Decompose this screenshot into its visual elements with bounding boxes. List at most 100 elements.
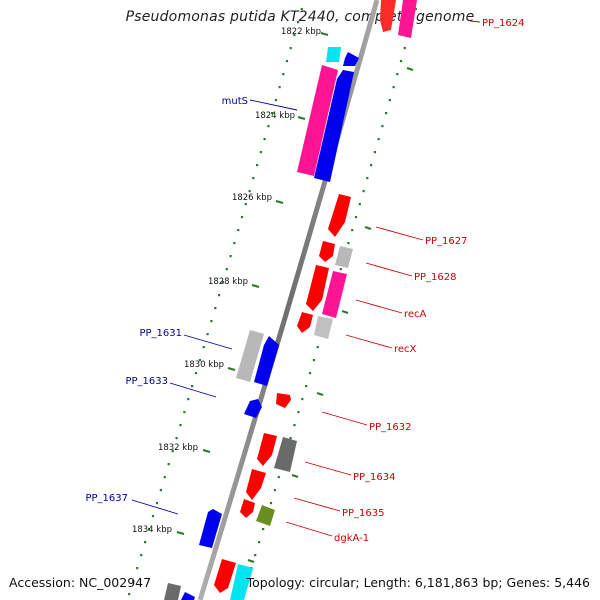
outer-ruler-dot-41 xyxy=(258,541,261,544)
tick-1832 xyxy=(202,448,211,454)
outer-ruler-dot-10 xyxy=(377,138,380,141)
gene-olive-dgkA[interactable] xyxy=(256,505,275,526)
gene-red-1628a[interactable] xyxy=(319,241,335,262)
outer-ruler-dot-31 xyxy=(297,411,300,414)
outer-ruler-dot-6 xyxy=(392,86,395,89)
leader-PP_1624 xyxy=(469,20,481,23)
outer-ruler-dot-9 xyxy=(381,125,384,128)
gene-label-dgkA-1: dgkA-1 xyxy=(334,533,369,544)
inner-ruler-dot-42 xyxy=(140,554,143,557)
gene-gray-recX[interactable] xyxy=(314,316,333,339)
tick-outer-e xyxy=(291,473,299,479)
tick-outer-f xyxy=(247,558,255,564)
inner-ruler-dot-36 xyxy=(163,476,166,479)
outer-ruler-dot-8 xyxy=(385,112,388,115)
inner-ruler-dot-41 xyxy=(144,541,147,544)
inner-ruler-dot-35 xyxy=(167,463,170,466)
inner-ruler-dot-31 xyxy=(183,411,186,414)
outer-ruler-dot-14 xyxy=(362,190,365,193)
gene-darkgray-1634[interactable] xyxy=(274,437,297,472)
gene-pink-1624[interactable] xyxy=(398,0,417,38)
gene-gray-bottom[interactable] xyxy=(164,583,181,600)
outer-ruler-dot-30 xyxy=(301,398,304,401)
gene-label-PP_1637: PP_1637 xyxy=(85,493,128,504)
scale-label-1830: 1830 kbp xyxy=(184,360,224,370)
outer-ruler-dot-28 xyxy=(308,372,312,375)
outer-ruler-dot-0 xyxy=(414,8,417,11)
gene-cyan-bottom[interactable] xyxy=(230,564,253,600)
scale-label-1826: 1826 kbp xyxy=(232,193,272,203)
label-leaders xyxy=(131,20,481,537)
inner-ruler-dot-5 xyxy=(282,73,285,76)
gene-pink-mutS-partner[interactable] xyxy=(297,65,338,176)
inner-ruler-dot-24 xyxy=(210,320,213,323)
inner-ruler-dot-32 xyxy=(179,424,182,427)
outer-ruler-dot-3 xyxy=(403,47,406,50)
gene-label-PP_1624: PP_1624 xyxy=(482,18,525,29)
gene-blue-1623[interactable] xyxy=(343,52,359,66)
genome-summary-text: Topology: circular; Length: 6,181,863 bp… xyxy=(246,575,590,590)
gene-label-PP_1632: PP_1632 xyxy=(369,422,412,433)
inner-ruler-dot-28 xyxy=(194,372,198,375)
inner-ruler-dot-19 xyxy=(229,255,232,258)
gene-blue-1633[interactable] xyxy=(244,399,262,418)
genome-backbone xyxy=(197,0,380,600)
gene-red-1635[interactable] xyxy=(246,469,266,500)
tick-1822 xyxy=(320,31,329,37)
tick-1826 xyxy=(275,199,284,205)
inner-ruler-dot-34 xyxy=(171,450,174,453)
leader-PP_1631 xyxy=(183,334,233,350)
inner-ruler-dot-23 xyxy=(214,307,217,310)
outer-ruler-dot-40 xyxy=(262,528,265,531)
gene-red-recA[interactable] xyxy=(306,265,329,311)
outer-ruler-dot-13 xyxy=(366,177,369,180)
gene-label-PP_1635: PP_1635 xyxy=(342,508,385,519)
inner-ruler-dot-33 xyxy=(175,437,178,440)
outer-ruler-dot-4 xyxy=(399,60,403,63)
outer-ruler-dot-42 xyxy=(254,554,257,557)
inner-ruler-dot-16 xyxy=(240,216,244,219)
gene-red-1624[interactable] xyxy=(380,0,396,32)
inner-ruler-dot-4 xyxy=(285,60,289,63)
gene-red-bottom[interactable] xyxy=(214,559,236,593)
outer-ruler-dot-20 xyxy=(339,268,342,271)
outer-ruler-dot-27 xyxy=(312,359,315,362)
gene-label-recA: recA xyxy=(404,309,427,320)
gene-blue-mutS[interactable] xyxy=(314,70,354,182)
gene-red-dgkA[interactable] xyxy=(240,499,255,518)
inner-ruler-dot-15 xyxy=(244,203,247,206)
gene-label-PP_1633: PP_1633 xyxy=(125,376,168,387)
inner-ruler-dot-11 xyxy=(259,151,262,154)
inner-ruler-dot-13 xyxy=(252,177,255,180)
gene-blue-1631[interactable] xyxy=(254,336,279,386)
leader-PP_1627 xyxy=(375,226,424,241)
outer-ruler-dot-11 xyxy=(373,151,376,154)
gene-label-mutS: mutS xyxy=(222,96,248,107)
inner-ruler-dot-29 xyxy=(191,385,194,388)
gene-blue-bottom[interactable] xyxy=(181,592,195,600)
gene-blue-1637[interactable] xyxy=(199,509,222,548)
leader-PP_1635 xyxy=(293,497,341,512)
outer-ruler-dot-33 xyxy=(289,437,292,440)
inner-ruler-dot-45 xyxy=(128,593,131,596)
gene-gray-1628[interactable] xyxy=(335,246,353,268)
gene-cyan-1622[interactable] xyxy=(326,47,341,62)
inner-ruler-dot-43 xyxy=(136,567,139,570)
tick-1828 xyxy=(251,283,260,289)
gene-red-1632[interactable] xyxy=(276,393,291,408)
outer-ruler-dot-12 xyxy=(370,164,373,167)
gene-gray-1631[interactable] xyxy=(236,330,264,382)
inner-ruler-dot-30 xyxy=(187,398,190,401)
reverse-strand-genes xyxy=(164,47,359,600)
scale-label-1824: 1824 kbp xyxy=(255,111,295,121)
inner-ruler-dot-1 xyxy=(297,21,300,24)
gene-red-recX[interactable] xyxy=(297,312,313,333)
tick-1824 xyxy=(297,115,306,121)
scale-ticks xyxy=(176,31,414,564)
gene-red-1627[interactable] xyxy=(328,194,351,237)
inner-ruler-dot-22 xyxy=(218,294,221,297)
outer-ruler-dot-7 xyxy=(388,99,391,102)
gene-pink-recA[interactable] xyxy=(322,271,347,318)
leader-PP_1628 xyxy=(365,262,413,277)
gene-red-1634[interactable] xyxy=(257,433,277,466)
